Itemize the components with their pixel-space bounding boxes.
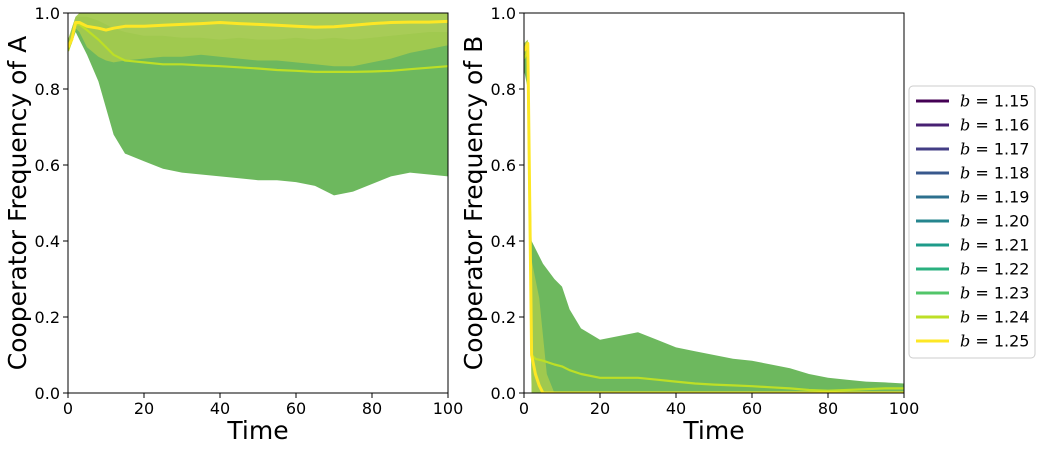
x-tick-label: 60 (742, 399, 762, 418)
x-tick-label: 40 (210, 399, 230, 418)
legend-label: b = 1.17 (960, 140, 1029, 159)
x-tick-label: 20 (590, 399, 610, 418)
plot-area (524, 39, 904, 393)
x-tick-label: 0 (63, 399, 73, 418)
series-line-1 (68, 23, 448, 74)
y-tick-label: 0.4 (35, 232, 60, 251)
confidence-band-1 (524, 43, 904, 393)
y-tick-label: 0.0 (35, 384, 60, 403)
legend-item: b = 1.16 (916, 116, 1029, 135)
y-tick-label: 1.0 (35, 4, 60, 23)
y-tick-label: 0.2 (491, 308, 516, 327)
y-tick-label: 0.4 (491, 232, 516, 251)
legend-item: b = 1.24 (916, 308, 1029, 327)
x-tick-label: 0 (519, 399, 529, 418)
y-tick-label: 0.6 (491, 156, 516, 175)
chart-panel-a: 0 20 40 60 80 100 0.0 0.2 0.4 0.6 0.8 1.0 Time Cooper… (3, 4, 463, 445)
y-tick-label: 0.8 (491, 80, 516, 99)
legend-label: b = 1.23 (960, 284, 1029, 303)
y-tick-label: 0.6 (35, 156, 60, 175)
legend-item: b = 1.17 (916, 140, 1029, 159)
legend-label: b = 1.18 (960, 164, 1029, 183)
x-tick-label: 100 (889, 399, 920, 418)
legend-label: b = 1.22 (960, 260, 1029, 279)
x-tick-label: 20 (134, 399, 154, 418)
legend-item: b = 1.18 (916, 164, 1029, 183)
legend-item: b = 1.21 (916, 236, 1029, 255)
y-axis-label: Cooperator Frequency of A (3, 36, 32, 370)
y-axis-label: Cooperator Frequency of B (459, 36, 488, 371)
plot-area (68, 13, 448, 196)
axes-frame (67, 12, 449, 394)
y-tick-label: 0.8 (35, 80, 60, 99)
y-tick-label: 0.2 (35, 308, 60, 327)
legend-item: b = 1.25 (916, 332, 1029, 351)
series-line-2 (68, 19, 448, 48)
legend-item: b = 1.20 (916, 212, 1029, 231)
legend-item: b = 1.19 (916, 188, 1029, 207)
legend-label: b = 1.21 (960, 236, 1029, 255)
x-tick-label: 80 (362, 399, 382, 418)
confidence-band-2 (68, 13, 448, 67)
axes-frame (523, 12, 905, 394)
legend-box (908, 85, 1036, 359)
legend-item: b = 1.22 (916, 260, 1029, 279)
x-tick-label: 40 (666, 399, 686, 418)
chart-panel-b: 0 20 40 60 80 100 0.0 0.2 0.4 0.6 0.8 1.0 Time Cooper… (459, 4, 919, 445)
x-axis-label: Time (226, 416, 288, 445)
legend-label: b = 1.15 (960, 92, 1029, 111)
y-tick-label: 0.0 (491, 384, 516, 403)
series-line-2 (524, 41, 904, 393)
legend-label: b = 1.16 (960, 116, 1029, 135)
legend: b = 1.15 b = 1.16 b = 1.17 b = 1.18 b = 1.19… (908, 85, 1036, 359)
legend-label: b = 1.19 (960, 188, 1029, 207)
legend-item: b = 1.23 (916, 284, 1029, 303)
x-axis-label: Time (682, 416, 744, 445)
legend-label: b = 1.20 (960, 212, 1029, 231)
legend-item: b = 1.15 (916, 92, 1029, 111)
x-tick-label: 60 (286, 399, 306, 418)
legend-label: b = 1.24 (960, 308, 1029, 327)
x-tick-label: 100 (433, 399, 464, 418)
x-tick-label: 80 (818, 399, 838, 418)
y-tick-label: 1.0 (491, 4, 516, 23)
legend-label: b = 1.25 (960, 332, 1029, 351)
series-line-1 (524, 49, 904, 392)
